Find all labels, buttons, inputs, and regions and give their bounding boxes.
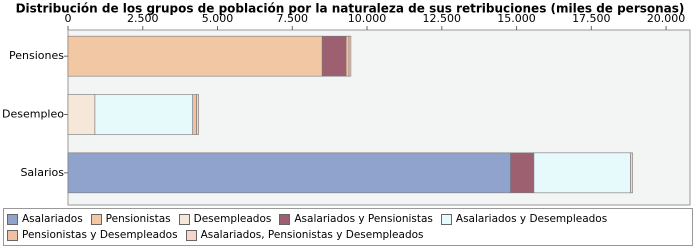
x-tick-label: 12.500 xyxy=(423,12,462,25)
bar-segment xyxy=(67,152,511,194)
bar-segment xyxy=(533,152,631,194)
legend-label: Asalariados, Pensionistas y Desempleados xyxy=(200,229,424,241)
y-tick-label: Salarios xyxy=(20,166,64,179)
legend-item: Asalariados y Desempleados xyxy=(440,213,608,225)
y-tick-label: Pensiones xyxy=(9,49,64,62)
legend-swatch xyxy=(279,213,291,225)
bar-segment xyxy=(510,152,535,194)
bar-segment xyxy=(345,35,350,77)
legend-label: Desempleados xyxy=(193,213,272,225)
x-tick-label: 7.500 xyxy=(277,12,309,25)
legend-label: Asalariados xyxy=(22,213,83,225)
y-tick-label: Desempleo xyxy=(2,108,64,121)
legend-item: Asalariados y Pensionistas xyxy=(279,213,433,225)
x-tick-label: 17.500 xyxy=(572,12,611,25)
legend-item: Asalariados, Pensionistas y Desempleados xyxy=(185,229,424,241)
legend-item: Pensionistas y Desempleados xyxy=(7,229,178,241)
bar-segment xyxy=(67,35,323,77)
legend-label: Asalariados y Pensionistas xyxy=(294,213,433,225)
x-tick-label: 0 xyxy=(65,12,72,25)
legend-item: Asalariados xyxy=(7,213,83,225)
legend-swatch xyxy=(178,213,190,225)
legend-swatch xyxy=(90,213,102,225)
x-tick-label: 15.000 xyxy=(497,12,536,25)
chart-title: Distribución de los grupos de población … xyxy=(16,2,685,16)
legend-label: Pensionistas y Desempleados xyxy=(22,229,178,241)
legend-swatch xyxy=(7,213,18,225)
bar-segment xyxy=(630,152,633,194)
x-tick-label: 10.000 xyxy=(348,12,387,25)
legend-label: Pensionistas xyxy=(105,213,171,225)
legend-item: Desempleados xyxy=(178,213,272,225)
chart: Distribución de los grupos de población … xyxy=(2,2,691,206)
bar-segment xyxy=(348,35,352,77)
bar-segment xyxy=(196,94,199,135)
bar-segment xyxy=(192,94,197,135)
bar-segment xyxy=(67,94,96,135)
legend: Asalariados Pensionistas Desempleados Asala… xyxy=(3,208,693,246)
x-tick-label: 2.500 xyxy=(127,12,159,25)
legend-swatch xyxy=(440,213,452,225)
legend-swatch xyxy=(185,229,197,241)
bar-segment xyxy=(321,35,347,77)
legend-swatch xyxy=(7,229,18,241)
x-tick-label: 20.000 xyxy=(647,12,686,25)
legend-label: Asalariados y Desempleados xyxy=(455,213,608,225)
legend-item: Pensionistas xyxy=(90,213,171,225)
bar-segment xyxy=(94,94,193,135)
x-tick-label: 5.000 xyxy=(202,12,234,25)
